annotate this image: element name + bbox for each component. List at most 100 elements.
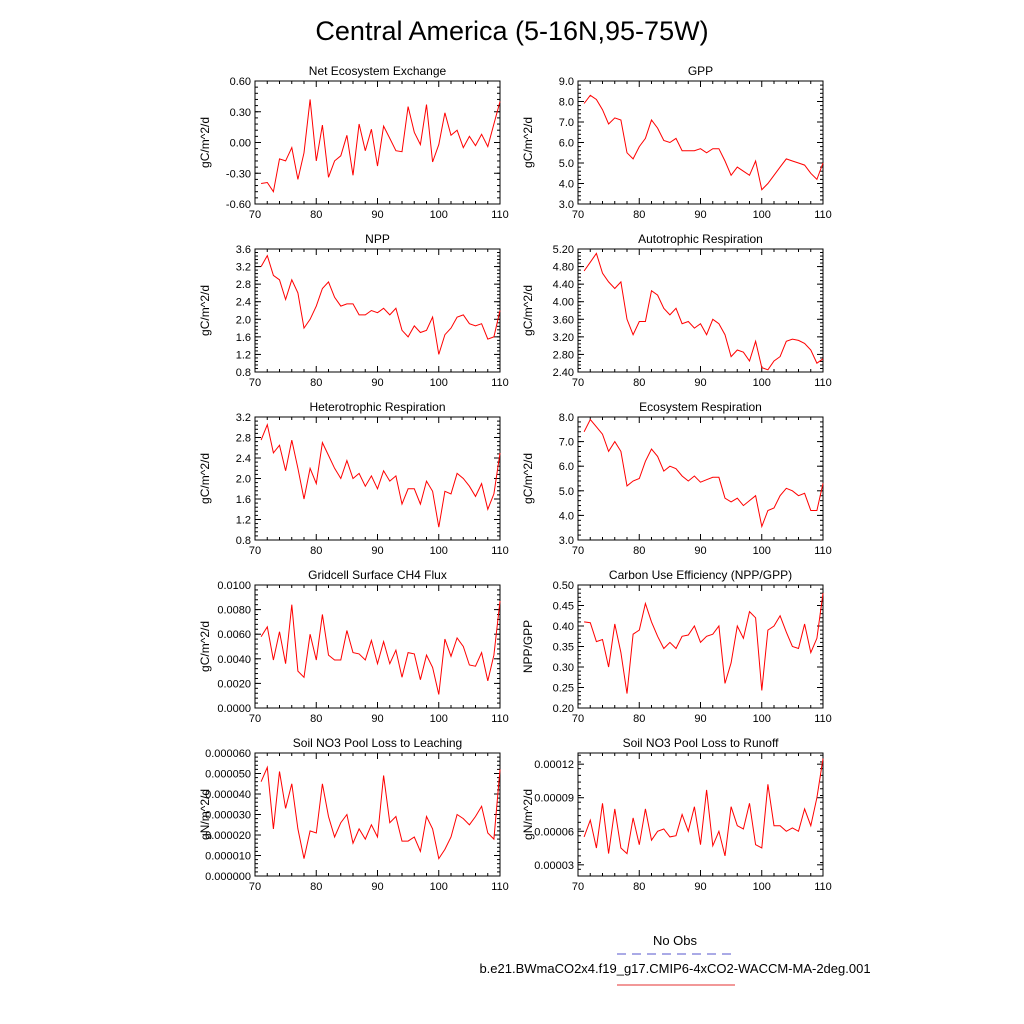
y-tick-label: 0.8	[236, 367, 251, 379]
x-tick-label: 100	[430, 209, 448, 221]
x-tick-label: 110	[814, 377, 832, 389]
series-line	[261, 99, 501, 194]
y-tick-label: 0.00006	[534, 826, 574, 838]
panel-2: GPP gC/m^2/d 70 80 90 100 110 3.0 4.0 5.0 6.0 7.0 8.…	[521, 64, 832, 221]
y-tick-label: 0.0060	[217, 629, 251, 641]
x-tick-label: 80	[310, 713, 322, 725]
legend: No Obs b.e21.BWmaCO2x4.f19_g17.CMIP6-4xC…	[479, 933, 871, 986]
y-axis-label: gN/m^2/d	[521, 789, 535, 840]
y-tick-label: 0.000000	[205, 871, 251, 883]
series-line	[584, 593, 824, 694]
y-tick-label: 0.0080	[217, 605, 251, 617]
figure-title: Central America (5-16N,95-75W)	[315, 16, 708, 46]
x-tick-label: 80	[633, 713, 645, 725]
y-axis-label: gC/m^2/d	[198, 453, 212, 504]
series-line	[260, 600, 501, 695]
y-tick-label: 0.30	[553, 662, 574, 674]
x-tick-label: 80	[310, 377, 322, 389]
x-tick-label: 90	[371, 881, 383, 893]
x-tick-label: 110	[814, 713, 832, 725]
y-tick-label: 0.00009	[534, 793, 574, 805]
panel-9: Soil NO3 Pool Loss to Leaching gN/m^2/d 70…	[198, 736, 509, 893]
y-tick-label: 1.6	[236, 494, 251, 506]
y-tick-label: 0.35	[553, 642, 574, 654]
x-tick-label: 110	[814, 209, 832, 221]
x-tick-label: 100	[753, 545, 771, 557]
y-tick-label: 7.0	[559, 437, 574, 449]
panel-title: Heterotrophic Respiration	[309, 400, 445, 414]
x-tick-label: 80	[310, 209, 322, 221]
y-tick-label: 0.0000	[217, 703, 251, 715]
series-line	[260, 423, 501, 528]
y-tick-label: 0.40	[553, 621, 574, 633]
y-tick-label: 0.0020	[217, 678, 251, 690]
series-line	[583, 94, 824, 191]
x-tick-label: 100	[753, 881, 771, 893]
x-tick-label: 70	[249, 881, 261, 893]
plot-frame	[577, 752, 824, 877]
panel-5: Heterotrophic Respiration gC/m^2/d 70 80 90 1…	[198, 400, 509, 557]
x-tick-label: 110	[814, 881, 832, 893]
x-tick-label: 80	[633, 545, 645, 557]
y-tick-label: 8.0	[559, 412, 574, 424]
y-tick-label: 0.000050	[205, 769, 251, 781]
legend-label-model: b.e21.BWmaCO2x4.f19_g17.CMIP6-4xCO2-WACC…	[479, 961, 870, 976]
y-tick-label: 3.6	[236, 244, 251, 256]
panel-4: Autotrophic Respiration gC/m^2/d 70 80 90 100…	[521, 232, 832, 389]
x-tick-label: 70	[249, 377, 261, 389]
y-tick-label: 0.00003	[534, 860, 574, 872]
y-tick-label: 1.6	[236, 332, 251, 344]
x-tick-label: 110	[491, 545, 509, 557]
x-tick-label: 100	[430, 377, 448, 389]
y-tick-label: 6.0	[559, 138, 574, 150]
y-tick-label: 0.20	[553, 703, 574, 715]
x-tick-label: 70	[572, 713, 584, 725]
x-tick-label: 110	[491, 713, 509, 725]
y-axis-label: gC/m^2/d	[521, 117, 535, 168]
plot-frame	[254, 80, 501, 205]
panel-title: Autotrophic Respiration	[638, 232, 763, 246]
y-tick-label: 2.8	[236, 433, 251, 445]
plot-frame	[577, 80, 824, 205]
y-tick-label: 2.40	[553, 367, 574, 379]
panel-title: Gridcell Surface CH4 Flux	[308, 568, 447, 582]
series-line	[260, 765, 501, 860]
panel-6: Ecosystem Respiration gC/m^2/d 70 80 90 100 11…	[521, 400, 832, 557]
x-tick-label: 90	[694, 545, 706, 557]
y-tick-label: 3.2	[236, 262, 251, 274]
y-tick-label: 4.0	[559, 179, 574, 191]
plot-frame	[254, 248, 501, 373]
plot-frame	[577, 248, 824, 373]
y-tick-label: 0.60	[230, 76, 251, 88]
series-line	[583, 252, 824, 371]
y-axis-label: NPP/GPP	[521, 620, 535, 673]
panels-container: Net Ecosystem Exchange gC/m^2/d 70 80 90 100 1…	[198, 64, 832, 893]
x-tick-label: 80	[633, 377, 645, 389]
y-tick-label: 0.50	[553, 580, 574, 592]
x-tick-label: 80	[310, 881, 322, 893]
y-tick-label: 0.0040	[217, 654, 251, 666]
y-tick-label: 0.0100	[217, 580, 251, 592]
x-tick-label: 100	[753, 377, 771, 389]
panel-title: Carbon Use Efficiency (NPP/GPP)	[609, 568, 792, 582]
x-tick-label: 70	[572, 209, 584, 221]
y-tick-label: 6.0	[559, 461, 574, 473]
y-tick-label: 9.0	[559, 76, 574, 88]
panel-title: Ecosystem Respiration	[639, 400, 762, 414]
y-tick-label: 2.4	[236, 453, 251, 465]
panel-title: NPP	[365, 232, 390, 246]
legend-label-no-obs: No Obs	[653, 933, 698, 948]
panel-7: Gridcell Surface CH4 Flux gC/m^2/d 70 80 90 1…	[198, 568, 509, 725]
y-tick-label: 2.0	[236, 474, 251, 486]
y-tick-label: 0.00012	[534, 759, 574, 771]
x-tick-label: 70	[572, 881, 584, 893]
x-tick-label: 90	[694, 209, 706, 221]
x-tick-label: 100	[430, 713, 448, 725]
y-tick-label: -0.60	[226, 199, 251, 211]
y-tick-label: -0.30	[226, 168, 251, 180]
x-tick-label: 90	[371, 377, 383, 389]
y-tick-label: 5.20	[553, 244, 574, 256]
x-tick-label: 90	[694, 713, 706, 725]
y-tick-label: 1.2	[236, 349, 251, 361]
